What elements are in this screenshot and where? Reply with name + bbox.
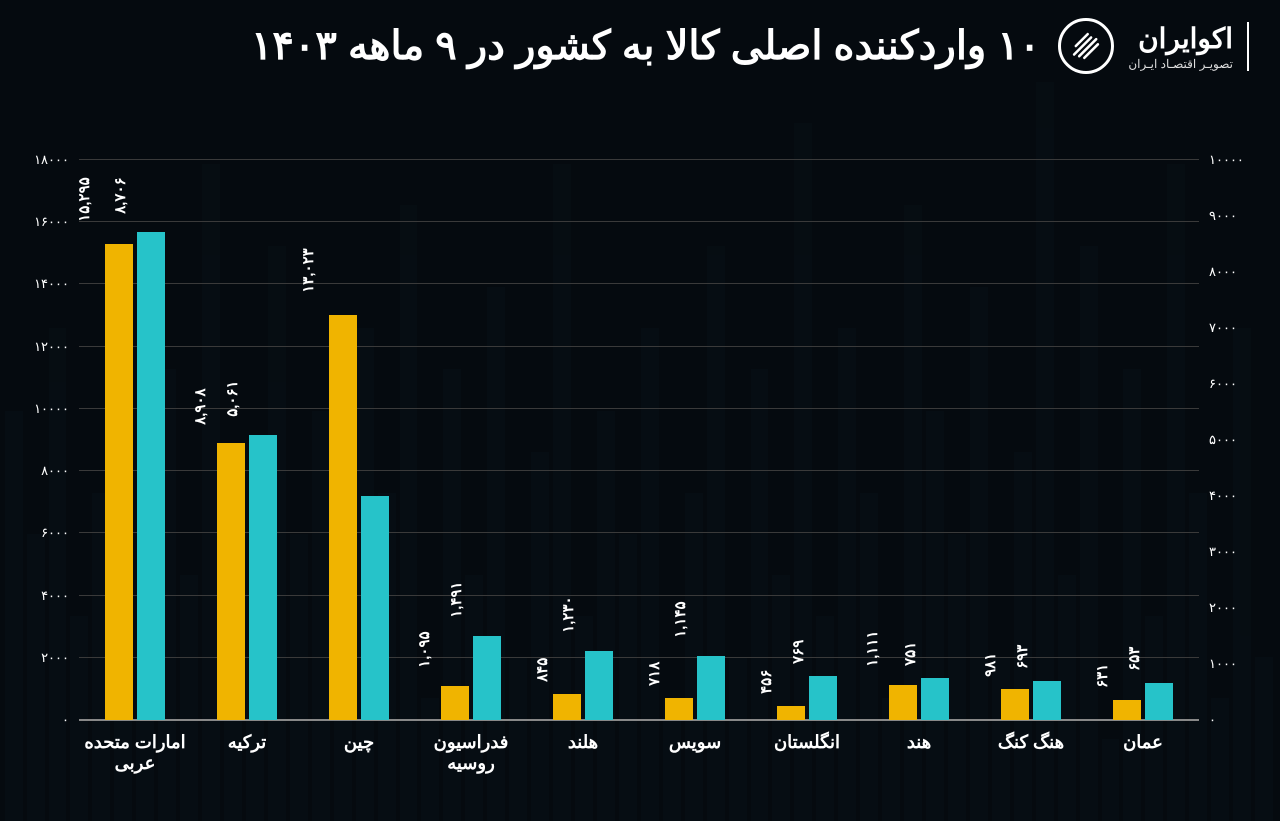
category-label: عمان <box>1088 732 1200 753</box>
bar-value-label: ۵,۰۶۱ <box>224 381 246 417</box>
bar-yellow: ۷۱۸ <box>666 698 694 720</box>
bar-group: ۶۵۳۶۳۱عمان <box>1088 160 1200 720</box>
bar-yellow: ۸,۹۰۸ <box>218 443 246 720</box>
bar-group: ۱,۴۹۱۱,۰۹۵فدراسیون روسیه <box>416 160 528 720</box>
bar-yellow: ۱۳,۰۲۳ <box>330 315 358 720</box>
category-label: هند <box>864 732 976 753</box>
bar-teal: ۶۹۳ <box>1034 681 1062 720</box>
bar-teal: ۷۶۹ <box>810 676 838 720</box>
ytick-right: ۵۰۰۰ <box>1210 432 1238 448</box>
bar-value-label: ۶۵۳ <box>1126 647 1148 671</box>
ytick-left: ۶۰۰۰ <box>42 525 70 541</box>
ytick-left: ۰ <box>63 712 70 728</box>
bar-value-label: ۱۵,۲۹۵ <box>76 177 98 221</box>
ytick-right: ۷۰۰۰ <box>1210 320 1238 336</box>
bar-value-label: ۱,۲۳۰ <box>560 596 582 632</box>
bar-group: ۷۶۹۴۵۶انگلستان <box>752 160 864 720</box>
bar-value-label: ۷۵۱ <box>902 641 924 665</box>
bar-value-label: ۸۴۵ <box>534 657 556 681</box>
bar-group: ۱,۲۳۰۸۴۵هلند <box>528 160 640 720</box>
bar-value-label: ۸,۷۰۶ <box>112 177 134 213</box>
bar-teal: ۱,۴۹۱ <box>474 636 502 720</box>
bar-value-label: ۱,۱۱۱ <box>864 631 886 667</box>
ytick-right: ۸۰۰۰ <box>1210 264 1238 280</box>
brand-tagline: تصویـر اقتصـاد ایـران <box>1129 57 1234 71</box>
logo: اکوایران تصویـر اقتصـاد ایـران <box>1059 18 1250 74</box>
bar-yellow: ۹۸۱ <box>1002 689 1030 720</box>
bar-group: ۸,۷۰۶۱۵,۲۹۵امارات متحده عربی <box>80 160 192 720</box>
bar-yellow: ۴۵۶ <box>778 706 806 720</box>
ytick-left: ۲۰۰۰ <box>42 650 70 666</box>
brand-name: اکوایران <box>1129 22 1234 55</box>
bar-group: ۵,۰۶۱۸,۹۰۸ترکیه <box>192 160 304 720</box>
bars-area: ۸,۷۰۶۱۵,۲۹۵امارات متحده عربی۵,۰۶۱۸,۹۰۸تر… <box>80 160 1200 720</box>
ytick-left: ۱۴۰۰۰ <box>35 276 70 292</box>
ytick-right: ۰ <box>1210 712 1217 728</box>
bar-yellow: ۸۴۵ <box>554 694 582 720</box>
ytick-left: ۱۲۰۰۰ <box>35 339 70 355</box>
bar-teal: ۱,۱۴۵ <box>698 656 726 720</box>
bar-yellow: ۱,۰۹۵ <box>442 686 470 720</box>
category-label: سویس <box>640 732 752 753</box>
bar-value-label: ۷۱۸ <box>646 661 668 685</box>
ytick-right: ۱۰۰۰۰ <box>1210 152 1245 168</box>
category-label: هلند <box>528 732 640 753</box>
bar-group: ۷۵۱۱,۱۱۱هند <box>864 160 976 720</box>
bar-value-label: ۷۶۹ <box>790 640 812 664</box>
bar-yellow: ۱۵,۲۹۵ <box>106 244 134 720</box>
bar-group: ۶۹۳۹۸۱هنگ کنگ <box>976 160 1088 720</box>
ytick-right: ۳۰۰۰ <box>1210 544 1238 560</box>
bar-value-label: ۱,۴۹۱ <box>448 581 470 617</box>
bar-value-label: ۶۹۳ <box>1014 645 1036 669</box>
bar-yellow: ۶۳۱ <box>1114 700 1142 720</box>
chart: (واحد: میلیون دلار) (واحد: هزار تن) ۸,۷۰… <box>80 160 1200 721</box>
ytick-left: ۴۰۰۰ <box>42 588 70 604</box>
bar-value-label: ۸,۹۰۸ <box>192 388 214 424</box>
ytick-left: ۱۶۰۰۰ <box>35 214 70 230</box>
bar-teal: ۸,۷۰۶ <box>138 232 166 720</box>
category-label: امارات متحده عربی <box>80 732 192 774</box>
bar-value-label: ۱,۰۹۵ <box>416 631 438 667</box>
bar-teal: ۵,۰۶۱ <box>250 435 278 720</box>
ytick-right: ۲۰۰۰ <box>1210 600 1238 616</box>
ytick-right: ۴۰۰۰ <box>1210 488 1238 504</box>
page-title: ۱۰ واردکننده اصلی کالا به کشور در ۹ ماهه… <box>30 23 1041 69</box>
bar-yellow: ۱,۱۱۱ <box>890 685 918 720</box>
bar-teal: ۱,۲۳۰ <box>586 651 614 720</box>
bar-teal: ۷۵۱ <box>922 678 950 720</box>
header: اکوایران تصویـر اقتصـاد ایـران ۱۰ واردکن… <box>30 18 1250 74</box>
bar-value-label: ۹۸۱ <box>982 653 1004 677</box>
category-label: ترکیه <box>192 732 304 753</box>
bar-group: ۱,۱۴۵۷۱۸سویس <box>640 160 752 720</box>
category-label: فدراسیون روسیه <box>416 732 528 774</box>
ytick-left: ۱۸۰۰۰ <box>35 152 70 168</box>
bar-value-label: ۱,۱۴۵ <box>672 601 694 637</box>
plot-area: (واحد: میلیون دلار) (واحد: هزار تن) ۸,۷۰… <box>80 160 1200 721</box>
ytick-right: ۶۰۰۰ <box>1210 376 1238 392</box>
bar-value-label: ۶۳۱ <box>1094 664 1116 688</box>
bar-teal: ۶۵۳ <box>1146 683 1174 720</box>
ytick-right: ۹۰۰۰ <box>1210 208 1238 224</box>
bar-teal: ۳,۹۸۲ <box>362 496 390 720</box>
ytick-right: ۱۰۰۰ <box>1210 656 1238 672</box>
ytick-left: ۱۰۰۰۰ <box>35 401 70 417</box>
bar-value-label: ۴۵۶ <box>758 670 780 694</box>
logo-icon <box>1059 18 1115 74</box>
ytick-left: ۸۰۰۰ <box>42 463 70 479</box>
bar-group: ۳,۹۸۲۱۳,۰۲۳چین <box>304 160 416 720</box>
bar-value-label: ۱۳,۰۲۳ <box>300 248 322 292</box>
category-label: انگلستان <box>752 732 864 753</box>
category-label: هنگ کنگ <box>976 732 1088 753</box>
category-label: چین <box>304 732 416 753</box>
